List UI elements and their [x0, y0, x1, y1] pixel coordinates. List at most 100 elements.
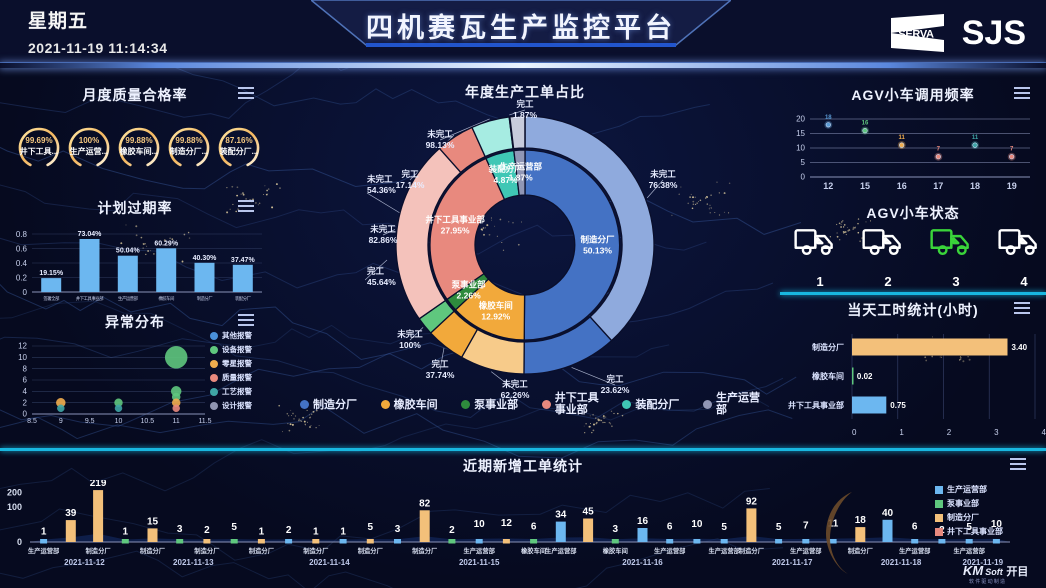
svg-text:3: 3 — [395, 524, 401, 535]
svg-text:9: 9 — [59, 418, 63, 425]
svg-text:60.29%: 60.29% — [154, 240, 179, 247]
svg-text:11: 11 — [972, 135, 979, 141]
svg-text:完工: 完工 — [606, 374, 624, 384]
svg-text:10: 10 — [18, 353, 27, 362]
svg-text:82.86%: 82.86% — [369, 235, 398, 245]
svg-text:完工: 完工 — [401, 169, 419, 179]
svg-text:18: 18 — [970, 181, 980, 191]
svg-text:生产运营部: 生产运营部 — [953, 546, 985, 555]
svg-text:0.75: 0.75 — [890, 401, 906, 410]
svg-text:10: 10 — [691, 519, 703, 530]
svg-text:3.40: 3.40 — [1012, 343, 1028, 352]
svg-text:17: 17 — [933, 181, 943, 191]
svg-text:橡胶车间: 橡胶车间 — [812, 371, 844, 381]
svg-text:制造分厂: 制造分厂 — [86, 546, 112, 555]
svg-text:219: 219 — [90, 480, 107, 489]
svg-text:19: 19 — [1007, 181, 1017, 191]
svg-text:8.5: 8.5 — [27, 418, 37, 425]
svg-text:76.38%: 76.38% — [649, 180, 678, 190]
svg-text:8: 8 — [23, 364, 28, 373]
svg-text:15: 15 — [147, 516, 159, 527]
svg-text:2: 2 — [23, 398, 28, 407]
svg-text:制造分厂: 制造分厂 — [580, 234, 615, 244]
svg-text:生产运营部: 生产运营部 — [463, 546, 495, 555]
svg-text:12: 12 — [18, 342, 27, 351]
svg-text:2: 2 — [449, 525, 455, 536]
svg-text:9.5: 9.5 — [85, 418, 95, 425]
svg-text:未完工: 未完工 — [649, 169, 676, 179]
svg-text:39: 39 — [65, 508, 77, 519]
svg-text:7: 7 — [803, 521, 809, 532]
svg-text:生产运营部: 生产运营部 — [499, 162, 542, 172]
svg-text:0: 0 — [17, 537, 22, 547]
svg-text:2021-11-18: 2021-11-18 — [881, 558, 922, 567]
svg-text:5: 5 — [231, 522, 237, 533]
svg-text:2: 2 — [286, 525, 292, 536]
svg-text:2021-11-14: 2021-11-14 — [309, 558, 350, 567]
svg-text:11.5: 11.5 — [198, 418, 211, 425]
svg-text:橡胶车间: 橡胶车间 — [603, 546, 628, 555]
svg-text:73.04%: 73.04% — [78, 231, 103, 238]
svg-text:1: 1 — [41, 527, 47, 538]
svg-text:98.13%: 98.13% — [426, 140, 455, 150]
svg-text:100%: 100% — [399, 340, 421, 350]
svg-text:0.2: 0.2 — [16, 274, 28, 283]
svg-text:橡胶车间: 橡胶车间 — [479, 300, 513, 310]
svg-text:20: 20 — [796, 115, 805, 124]
svg-text:15: 15 — [796, 129, 805, 138]
svg-text:1.87%: 1.87% — [509, 173, 534, 183]
svg-text:12: 12 — [501, 518, 513, 529]
svg-text:11: 11 — [899, 135, 906, 141]
svg-text:16: 16 — [637, 516, 649, 527]
svg-text:6: 6 — [531, 521, 537, 532]
svg-text:82: 82 — [419, 498, 431, 509]
svg-text:完工: 完工 — [367, 266, 385, 276]
svg-text:37.74%: 37.74% — [426, 370, 455, 380]
svg-text:生产运营部: 生产运营部 — [708, 546, 740, 555]
svg-text:45.64%: 45.64% — [367, 277, 396, 287]
svg-text:制造分厂: 制造分厂 — [739, 546, 765, 555]
svg-text:7: 7 — [1010, 147, 1014, 153]
svg-text:未完工: 未完工 — [426, 129, 453, 139]
svg-text:92: 92 — [746, 496, 758, 507]
svg-text:50.04%: 50.04% — [116, 248, 141, 255]
svg-text:橡胶车间: 橡胶车间 — [521, 546, 546, 555]
svg-text:200: 200 — [7, 487, 22, 497]
svg-text:45: 45 — [583, 507, 595, 518]
svg-text:3: 3 — [613, 524, 619, 535]
svg-text:0: 0 — [801, 173, 806, 182]
svg-text:10: 10 — [115, 418, 123, 425]
svg-text:制造分厂: 制造分厂 — [194, 546, 220, 555]
svg-text:1: 1 — [313, 527, 319, 538]
svg-text:37.47%: 37.47% — [231, 257, 256, 264]
svg-text:制造分厂: 制造分厂 — [197, 295, 214, 302]
svg-text:50.13%: 50.13% — [583, 245, 612, 255]
svg-text:2021-11-15: 2021-11-15 — [459, 558, 500, 567]
svg-text:18: 18 — [825, 115, 832, 121]
svg-text:制造分厂: 制造分厂 — [303, 546, 329, 555]
svg-text:未完工: 未完工 — [369, 224, 396, 234]
svg-text:2021-11-16: 2021-11-16 — [622, 558, 663, 567]
svg-text:6: 6 — [912, 521, 918, 532]
svg-text:2.26%: 2.26% — [457, 291, 482, 301]
svg-text:19.15%: 19.15% — [39, 270, 64, 277]
svg-text:4: 4 — [23, 387, 28, 396]
svg-text:54.36%: 54.36% — [367, 185, 396, 195]
svg-text:未完工: 未完工 — [396, 329, 423, 339]
svg-text:6: 6 — [23, 376, 28, 385]
svg-text:6: 6 — [667, 521, 673, 532]
svg-text:5: 5 — [801, 158, 806, 167]
svg-text:5: 5 — [368, 522, 374, 533]
svg-text:完工: 完工 — [431, 359, 449, 369]
svg-text:0.6: 0.6 — [16, 245, 28, 254]
svg-text:2021-11-17: 2021-11-17 — [772, 558, 813, 567]
svg-text:3: 3 — [177, 524, 183, 535]
svg-text:27.95%: 27.95% — [441, 226, 470, 236]
svg-text:10: 10 — [474, 519, 486, 530]
svg-text:泵事业部: 泵事业部 — [452, 280, 487, 290]
svg-text:生产运营部: 生产运营部 — [545, 546, 577, 555]
svg-text:装配分厂: 装配分厂 — [235, 295, 252, 302]
svg-text:7: 7 — [937, 147, 941, 153]
svg-text:11: 11 — [173, 418, 180, 425]
svg-text:0.8: 0.8 — [16, 230, 28, 239]
